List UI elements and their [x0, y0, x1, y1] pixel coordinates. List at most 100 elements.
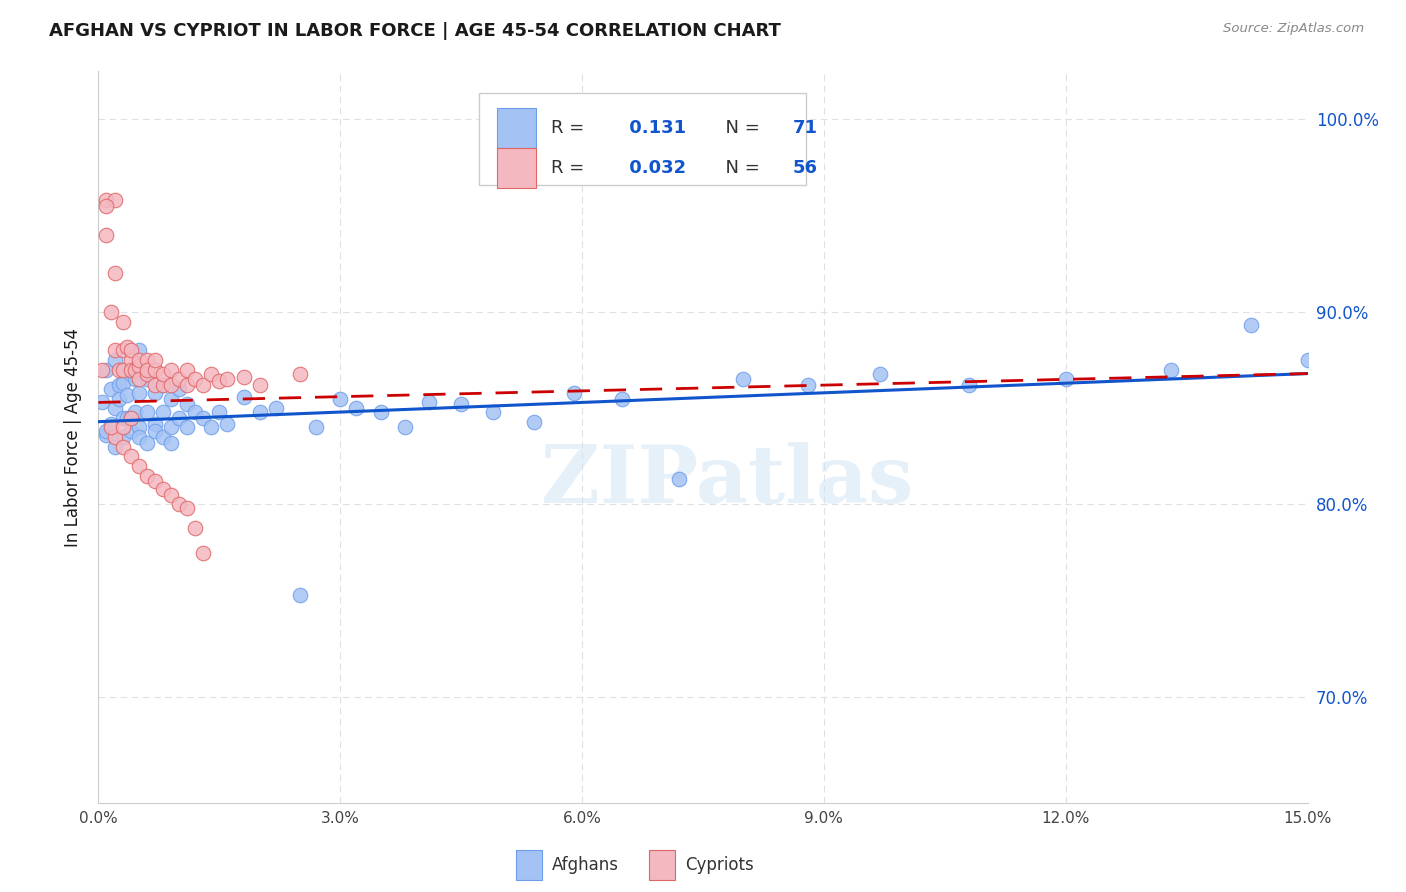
Point [523, 415, 546, 429]
Point [160, 362, 183, 376]
Point [115, 340, 138, 354]
Point [305, 420, 328, 434]
Point [152, 405, 174, 419]
Point [120, 353, 142, 368]
Point [103, 440, 125, 454]
Point [217, 372, 239, 386]
Point [797, 378, 820, 392]
Point [115, 388, 138, 402]
Point [1054, 372, 1077, 386]
Text: Source: ZipAtlas.com: Source: ZipAtlas.com [1223, 22, 1364, 36]
Point [176, 362, 198, 376]
Point [91, 395, 114, 409]
Point [193, 545, 215, 559]
Point [1240, 318, 1263, 333]
Point [167, 498, 190, 512]
Point [176, 420, 198, 434]
Point [111, 362, 134, 376]
Point [394, 420, 416, 434]
Point [193, 410, 215, 425]
Y-axis label: In Labor Force | Age 45-54: In Labor Force | Age 45-54 [65, 327, 83, 547]
Text: Cypriots: Cypriots [685, 856, 754, 874]
Point [96, 362, 118, 376]
Point [612, 392, 634, 406]
Point [200, 420, 222, 434]
Text: 0.032: 0.032 [623, 160, 686, 178]
Point [160, 488, 183, 502]
FancyBboxPatch shape [498, 108, 536, 148]
Point [128, 343, 150, 358]
Point [135, 353, 157, 368]
Point [103, 401, 125, 416]
Point [370, 405, 392, 419]
FancyBboxPatch shape [648, 850, 675, 880]
Point [120, 425, 142, 439]
Text: R =: R = [551, 160, 589, 178]
Point [160, 392, 183, 406]
Point [100, 305, 122, 319]
Point [143, 417, 166, 431]
Text: ZIPatlas: ZIPatlas [541, 442, 914, 520]
Point [184, 520, 207, 534]
Text: 56: 56 [793, 160, 817, 178]
Point [152, 378, 174, 392]
Point [135, 468, 157, 483]
Point [107, 392, 129, 406]
Point [344, 401, 367, 416]
Text: N =: N = [714, 119, 765, 137]
Point [957, 378, 980, 392]
Point [111, 315, 134, 329]
Point [100, 417, 122, 431]
Point [103, 267, 125, 281]
Point [124, 362, 146, 376]
Point [167, 410, 190, 425]
Point [103, 194, 125, 208]
Point [193, 378, 215, 392]
Point [124, 405, 146, 419]
Point [115, 410, 138, 425]
Text: R =: R = [551, 119, 589, 137]
Point [120, 410, 142, 425]
Point [152, 367, 174, 381]
Point [103, 430, 125, 444]
Point [96, 425, 118, 439]
Point [167, 372, 190, 386]
Point [128, 353, 150, 368]
Point [160, 420, 183, 434]
Point [96, 227, 118, 242]
Point [288, 367, 311, 381]
Point [232, 370, 254, 384]
Point [232, 390, 254, 404]
Point [217, 417, 239, 431]
Point [143, 353, 166, 368]
Point [128, 385, 150, 400]
Point [176, 378, 198, 392]
Point [96, 194, 118, 208]
Point [120, 343, 142, 358]
Point [135, 372, 157, 386]
Point [135, 367, 157, 381]
Point [103, 343, 125, 358]
Point [152, 378, 174, 392]
Point [135, 405, 157, 419]
Point [111, 430, 134, 444]
Point [124, 372, 146, 386]
Point [160, 378, 183, 392]
Point [128, 420, 150, 434]
Point [1296, 353, 1319, 368]
Point [562, 385, 585, 400]
Point [143, 425, 166, 439]
Point [418, 395, 440, 409]
FancyBboxPatch shape [516, 850, 543, 880]
Point [100, 382, 122, 396]
Point [100, 420, 122, 434]
Point [103, 353, 125, 368]
Point [176, 501, 198, 516]
Point [128, 359, 150, 373]
Point [1160, 362, 1182, 376]
Point [135, 435, 157, 450]
Point [264, 401, 287, 416]
Point [120, 410, 142, 425]
Text: N =: N = [714, 160, 765, 178]
Point [91, 362, 114, 376]
